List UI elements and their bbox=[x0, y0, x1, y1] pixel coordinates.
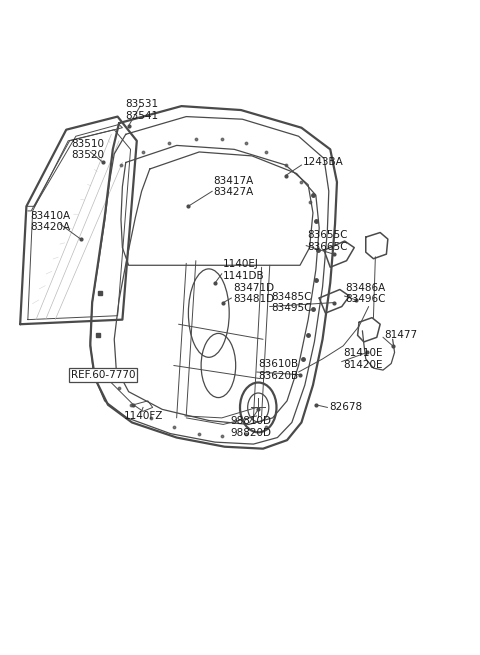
Text: 83510
83520: 83510 83520 bbox=[71, 139, 104, 160]
Text: 98810D
98820D: 98810D 98820D bbox=[230, 417, 272, 438]
Text: 83417A
83427A: 83417A 83427A bbox=[214, 176, 254, 197]
Text: REF.60-7770: REF.60-7770 bbox=[71, 369, 135, 380]
Text: 83531
83541: 83531 83541 bbox=[125, 100, 158, 121]
Text: 83610B
83620B: 83610B 83620B bbox=[258, 360, 299, 381]
Text: 1243BA: 1243BA bbox=[302, 157, 343, 168]
Text: 83471D
83481D: 83471D 83481D bbox=[233, 283, 274, 304]
Text: 83486A
83496C: 83486A 83496C bbox=[346, 283, 386, 304]
Text: 81410E
81420E: 81410E 81420E bbox=[343, 348, 383, 369]
Text: 83485C
83495C: 83485C 83495C bbox=[271, 292, 312, 313]
Text: 83655C
83665C: 83655C 83665C bbox=[307, 231, 348, 252]
Text: 82678: 82678 bbox=[329, 402, 362, 413]
Text: 83410A
83420A: 83410A 83420A bbox=[30, 211, 70, 232]
Text: 1140FZ: 1140FZ bbox=[123, 411, 163, 421]
Text: 81477: 81477 bbox=[384, 330, 417, 341]
Text: 1140EJ
1141DB: 1140EJ 1141DB bbox=[223, 259, 265, 280]
